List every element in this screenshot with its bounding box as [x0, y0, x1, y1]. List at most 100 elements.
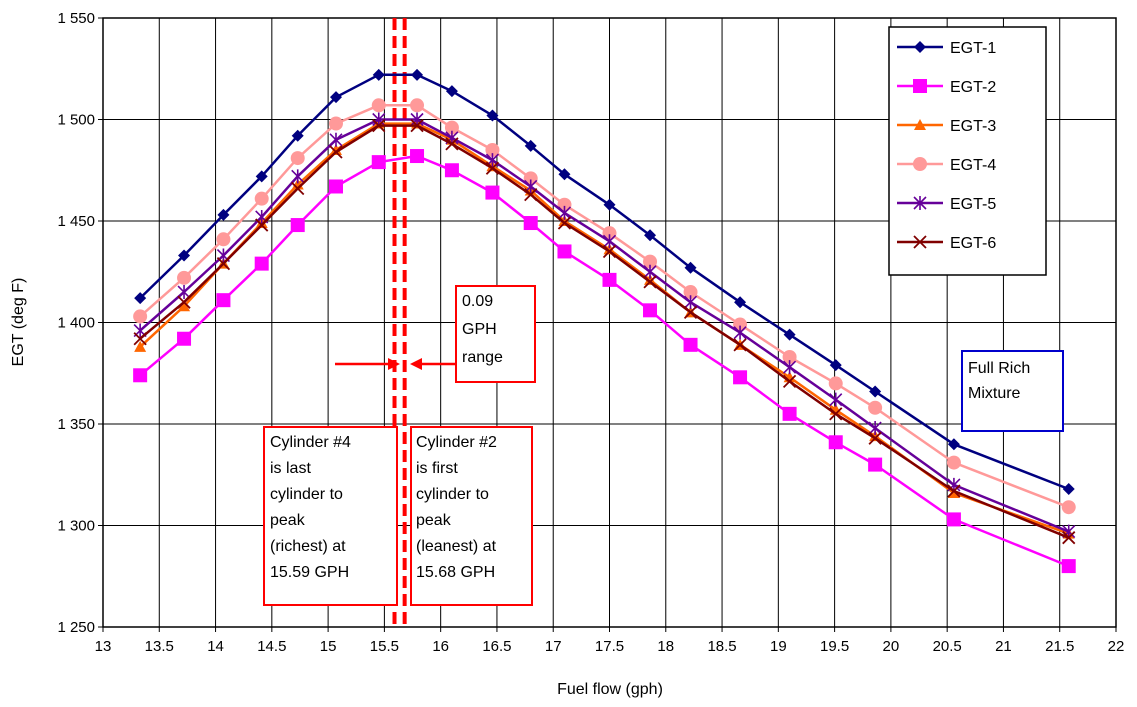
- data-point: [733, 325, 747, 340]
- data-point: [829, 359, 842, 372]
- data-point: [133, 368, 148, 383]
- cyl2-line-5: (leanest) at: [416, 538, 497, 555]
- data-point: [643, 254, 658, 269]
- full-rich-annotation: Full Rich Mixture: [961, 350, 1064, 432]
- data-point: [328, 116, 343, 131]
- data-point: [524, 139, 537, 152]
- x-tick-label: 22: [1108, 638, 1125, 655]
- data-point: [782, 350, 797, 365]
- data-point: [290, 218, 305, 233]
- series-egt-6: [133, 118, 1076, 545]
- data-point: [485, 161, 500, 175]
- data-point: [217, 208, 230, 221]
- series-egt-2: [133, 149, 1076, 574]
- range-annotation: 0.09 GPH range: [455, 285, 536, 383]
- data-point: [411, 68, 424, 81]
- data-point: [177, 331, 192, 346]
- data-point: [733, 338, 747, 352]
- legend-marker: [914, 41, 926, 53]
- cyl2-line-2: is first: [416, 460, 458, 477]
- data-point: [410, 112, 424, 127]
- data-point: [558, 215, 571, 226]
- data-point: [444, 163, 459, 178]
- data-point: [1061, 500, 1076, 515]
- legend-label: EGT-4: [950, 157, 996, 174]
- data-point: [603, 198, 616, 211]
- data-point: [733, 370, 748, 385]
- legend-marker: [913, 79, 927, 93]
- x-tick-label: 21.5: [1045, 638, 1074, 655]
- data-point: [869, 385, 882, 398]
- data-point: [329, 143, 342, 155]
- x-tick-label: 16.5: [482, 638, 511, 655]
- data-point: [1062, 531, 1076, 545]
- data-point: [828, 435, 843, 450]
- data-point: [603, 243, 616, 255]
- data-point: [643, 303, 658, 318]
- x-tick-label: 20.5: [933, 638, 962, 655]
- data-point: [133, 332, 147, 346]
- data-point: [683, 295, 698, 310]
- data-point: [524, 187, 538, 202]
- range-box: [455, 285, 536, 383]
- data-point: [486, 109, 499, 122]
- cyl2-line-4: peak: [416, 512, 452, 529]
- data-point: [372, 118, 386, 133]
- data-point: [868, 421, 882, 436]
- range-arrowhead-left: [388, 358, 400, 370]
- data-point: [557, 205, 572, 220]
- cylinder-2-annotation: Cylinder #2 is first cylinder to peak (l…: [410, 426, 533, 606]
- data-point: [782, 406, 797, 421]
- data-point: [558, 168, 571, 181]
- cyl2-line-1: Cylinder #2: [416, 434, 497, 451]
- cylinder-2-box: [410, 426, 533, 606]
- data-point: [328, 179, 343, 194]
- legend-label: EGT-2: [950, 79, 996, 96]
- data-point: [254, 256, 269, 271]
- data-point: [868, 457, 883, 472]
- data-point: [602, 244, 617, 259]
- x-tick-label: 21: [995, 638, 1012, 655]
- data-point: [783, 328, 796, 341]
- data-point: [133, 309, 148, 324]
- data-point: [643, 275, 657, 289]
- data-point: [134, 340, 147, 352]
- legend-label: EGT-1: [950, 40, 996, 57]
- y-tick-label: 1 250: [57, 619, 95, 636]
- x-axis-ticks: 13 13.5 14 14.5 15 15.5 16 16.5 17 17.5 18 18.5 19 19…: [95, 627, 1125, 655]
- legend-items: EGT-1 EGT-2 EGT-3 EGT-4 EGT-5 EGT-6: [897, 40, 996, 252]
- data-point: [177, 285, 191, 300]
- data-point: [1062, 482, 1075, 495]
- data-point: [372, 68, 385, 81]
- x-tick-label: 14.5: [257, 638, 286, 655]
- data-point: [828, 376, 843, 391]
- x-tick-label: 18.5: [707, 638, 736, 655]
- data-point: [329, 145, 343, 159]
- x-tick-label: 19: [770, 638, 787, 655]
- data-point: [485, 185, 500, 200]
- cyl4-line-2: is last: [270, 460, 311, 477]
- legend: EGT-1 EGT-2 EGT-3 EGT-4 EGT-5 EGT-6: [888, 26, 1047, 276]
- data-point: [254, 191, 269, 206]
- x-tick-label: 19.5: [820, 638, 849, 655]
- cyl4-line-3: cylinder to: [270, 486, 343, 503]
- data-point: [178, 249, 191, 262]
- legend-box: [888, 26, 1047, 276]
- data-point: [216, 293, 231, 308]
- data-point: [946, 455, 961, 470]
- data-point: [178, 300, 191, 312]
- series-group: [133, 68, 1076, 574]
- legend-marker: [913, 235, 927, 249]
- data-point: [683, 337, 698, 352]
- cyl4-line-5: (richest) at: [270, 538, 346, 555]
- data-point: [829, 407, 843, 421]
- data-point: [557, 244, 572, 259]
- data-point: [734, 296, 747, 309]
- data-point: [602, 234, 617, 249]
- y-tick-label: 1 550: [57, 10, 95, 27]
- data-point: [410, 149, 425, 164]
- y-axis-title: EGT (deg F): [10, 278, 27, 367]
- y-tick-label: 1 450: [57, 213, 95, 230]
- data-point: [177, 270, 192, 285]
- y-tick-label: 1 350: [57, 416, 95, 433]
